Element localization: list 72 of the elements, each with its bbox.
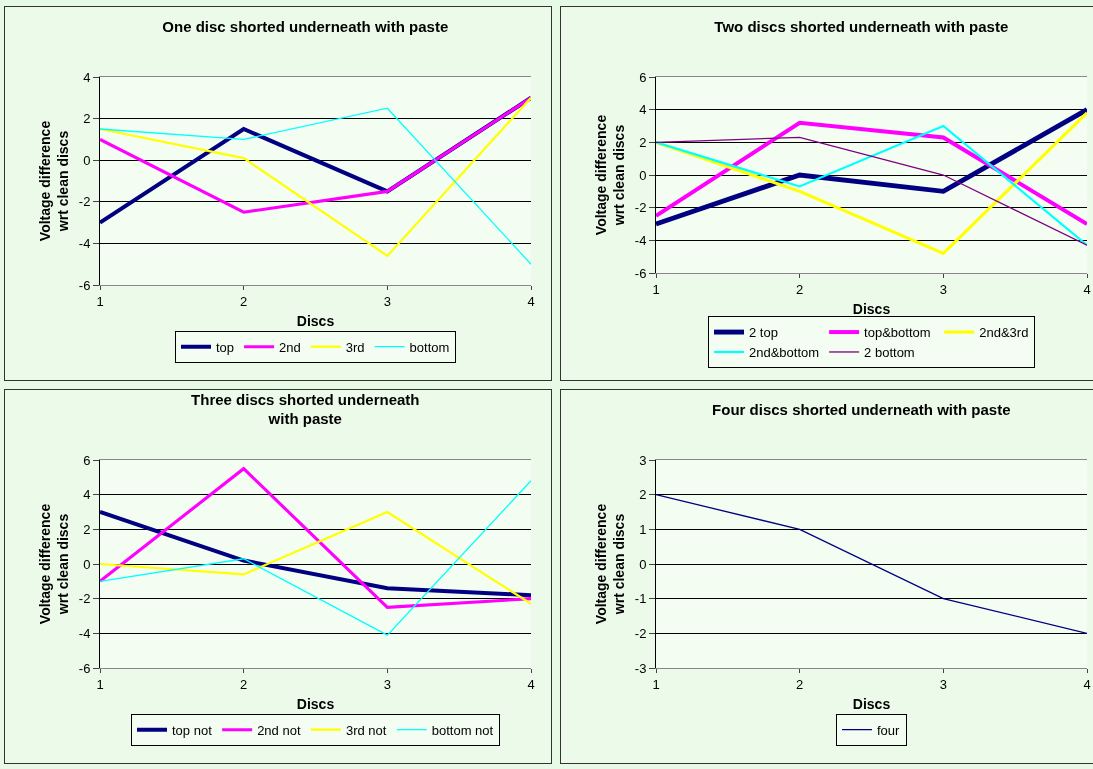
y-tick-label: 6 — [83, 452, 91, 468]
line-series — [100, 480, 531, 636]
y-tick-label: -4 — [78, 235, 91, 251]
y-tick-label: -2 — [78, 194, 91, 210]
legend-label: 3rd — [345, 339, 365, 355]
y-tick-label: -6 — [634, 265, 647, 281]
legend-label: top not — [172, 722, 213, 738]
y-tick-label: 0 — [83, 152, 91, 168]
y-tick-label: 2 — [83, 521, 91, 537]
y-tick-label: -2 — [634, 200, 647, 216]
y-tick-label: 4 — [639, 102, 647, 118]
y-tick-label: 3 — [639, 452, 647, 468]
legend-label: top&bottom — [864, 325, 931, 341]
y-tick-label: -2 — [78, 591, 91, 607]
legend-label: 3rd not — [345, 722, 387, 738]
x-tick-label: 3 — [939, 676, 947, 692]
x-tick-label: 3 — [939, 281, 947, 297]
y-tick-label: 2 — [639, 134, 647, 150]
y-tick-label: 0 — [639, 556, 647, 572]
y-tick-label: -6 — [78, 277, 91, 293]
legend-label: top — [216, 339, 235, 355]
y-tick-label: 2 — [639, 487, 647, 503]
x-tick-label: 1 — [96, 676, 104, 692]
x-tick-label: 2 — [240, 293, 248, 309]
legend-label: bottom not — [431, 722, 494, 738]
y-tick-label: 1 — [639, 521, 647, 537]
legend-label: 2nd&3rd — [979, 325, 1029, 341]
x-tick-label: 2 — [796, 676, 804, 692]
y-axis-title: Voltage difference wrt clean discs — [593, 114, 628, 236]
y-tick-label: -4 — [78, 625, 91, 641]
x-axis-title: Discs — [852, 695, 891, 712]
x-tick-label: 4 — [1083, 676, 1091, 692]
legend-label: 2nd not — [257, 722, 301, 738]
legend-label: 2 bottom — [864, 345, 915, 361]
chart-title: Three discs shorted underneath with paste — [191, 390, 420, 428]
x-tick-label: 4 — [1083, 281, 1091, 297]
y-tick-label: 4 — [83, 487, 91, 503]
y-tick-label: 0 — [639, 167, 647, 183]
legend-label: 2nd — [279, 339, 301, 355]
y-tick-label: 2 — [83, 111, 91, 127]
y-tick-label: -2 — [634, 625, 647, 641]
x-tick-label: 2 — [240, 676, 248, 692]
x-axis-title: Discs — [296, 695, 335, 712]
chart-title: Two discs shorted underneath with paste — [714, 18, 1009, 36]
legend-label: 2 top — [749, 325, 778, 341]
legend-label: four — [877, 722, 901, 738]
y-tick-label: -3 — [634, 660, 647, 676]
legend-label: 2nd&bottom — [749, 345, 820, 361]
y-tick-label: 0 — [83, 556, 91, 572]
y-axis-title: Voltage difference wrt clean discs — [37, 503, 72, 625]
y-tick-label: -1 — [634, 591, 647, 607]
y-tick-label: 6 — [639, 69, 647, 85]
chart-title: One disc shorted underneath with paste — [162, 18, 449, 36]
y-axis-title: Voltage difference wrt clean discs — [37, 120, 72, 242]
x-tick-label: 2 — [796, 281, 804, 297]
line-series — [100, 467, 531, 609]
legend-label: bottom — [409, 339, 450, 355]
x-tick-label: 3 — [383, 293, 391, 309]
y-tick-label: -6 — [78, 660, 91, 676]
x-tick-label: 4 — [527, 676, 535, 692]
x-axis-title: Discs — [296, 312, 335, 329]
y-tick-label: 4 — [83, 69, 91, 85]
x-tick-label: 1 — [652, 676, 660, 692]
x-tick-label: 3 — [383, 676, 391, 692]
x-tick-label: 1 — [652, 281, 660, 297]
x-tick-label: 4 — [527, 293, 535, 309]
x-axis-title: Discs — [852, 300, 891, 317]
y-tick-label: -4 — [634, 232, 647, 248]
chart-title: Four discs shorted underneath with paste — [712, 401, 1011, 419]
y-axis-title: Voltage difference wrt clean discs — [593, 503, 628, 625]
x-tick-label: 1 — [96, 293, 104, 309]
line-series — [656, 494, 1087, 634]
